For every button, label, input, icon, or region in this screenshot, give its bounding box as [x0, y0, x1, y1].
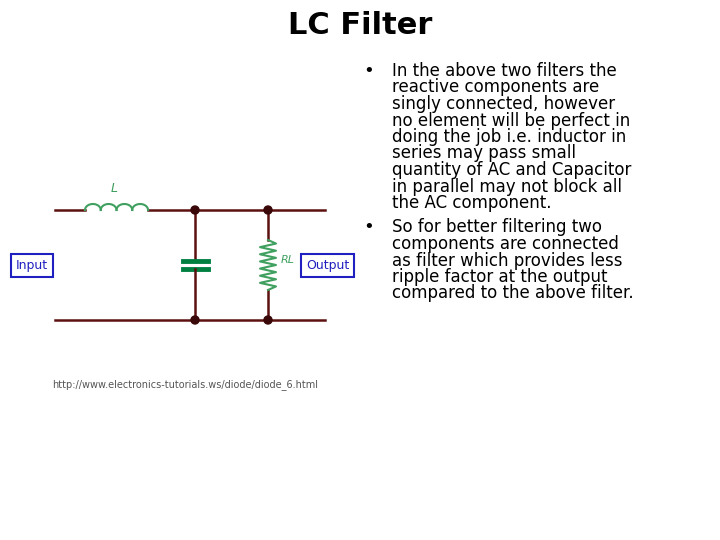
Circle shape	[191, 206, 199, 214]
Text: series may pass small: series may pass small	[392, 145, 576, 163]
Text: doing the job i.e. inductor in: doing the job i.e. inductor in	[392, 128, 626, 146]
Text: compared to the above filter.: compared to the above filter.	[392, 285, 634, 302]
Text: So for better filtering two: So for better filtering two	[392, 219, 602, 237]
Text: Input: Input	[16, 259, 48, 272]
Text: as filter which provides less: as filter which provides less	[392, 252, 623, 269]
Text: reactive components are: reactive components are	[392, 78, 599, 97]
Circle shape	[264, 206, 272, 214]
Text: quantity of AC and Capacitor: quantity of AC and Capacitor	[392, 161, 631, 179]
Text: the AC component.: the AC component.	[392, 194, 552, 212]
Circle shape	[191, 316, 199, 324]
Text: singly connected, however: singly connected, however	[392, 95, 615, 113]
Text: RL: RL	[281, 255, 295, 265]
Text: •: •	[364, 62, 374, 80]
Circle shape	[264, 316, 272, 324]
Text: LC Filter: LC Filter	[288, 10, 432, 39]
Text: •: •	[364, 219, 374, 237]
Text: in parallel may not block all: in parallel may not block all	[392, 178, 622, 195]
Text: Output: Output	[306, 259, 349, 272]
Text: ripple factor at the output: ripple factor at the output	[392, 268, 608, 286]
Text: L: L	[111, 182, 118, 195]
Text: components are connected: components are connected	[392, 235, 619, 253]
Text: no element will be perfect in: no element will be perfect in	[392, 111, 630, 130]
Text: http://www.electronics-tutorials.ws/diode/diode_6.html: http://www.electronics-tutorials.ws/diod…	[52, 380, 318, 390]
Text: In the above two filters the: In the above two filters the	[392, 62, 617, 80]
